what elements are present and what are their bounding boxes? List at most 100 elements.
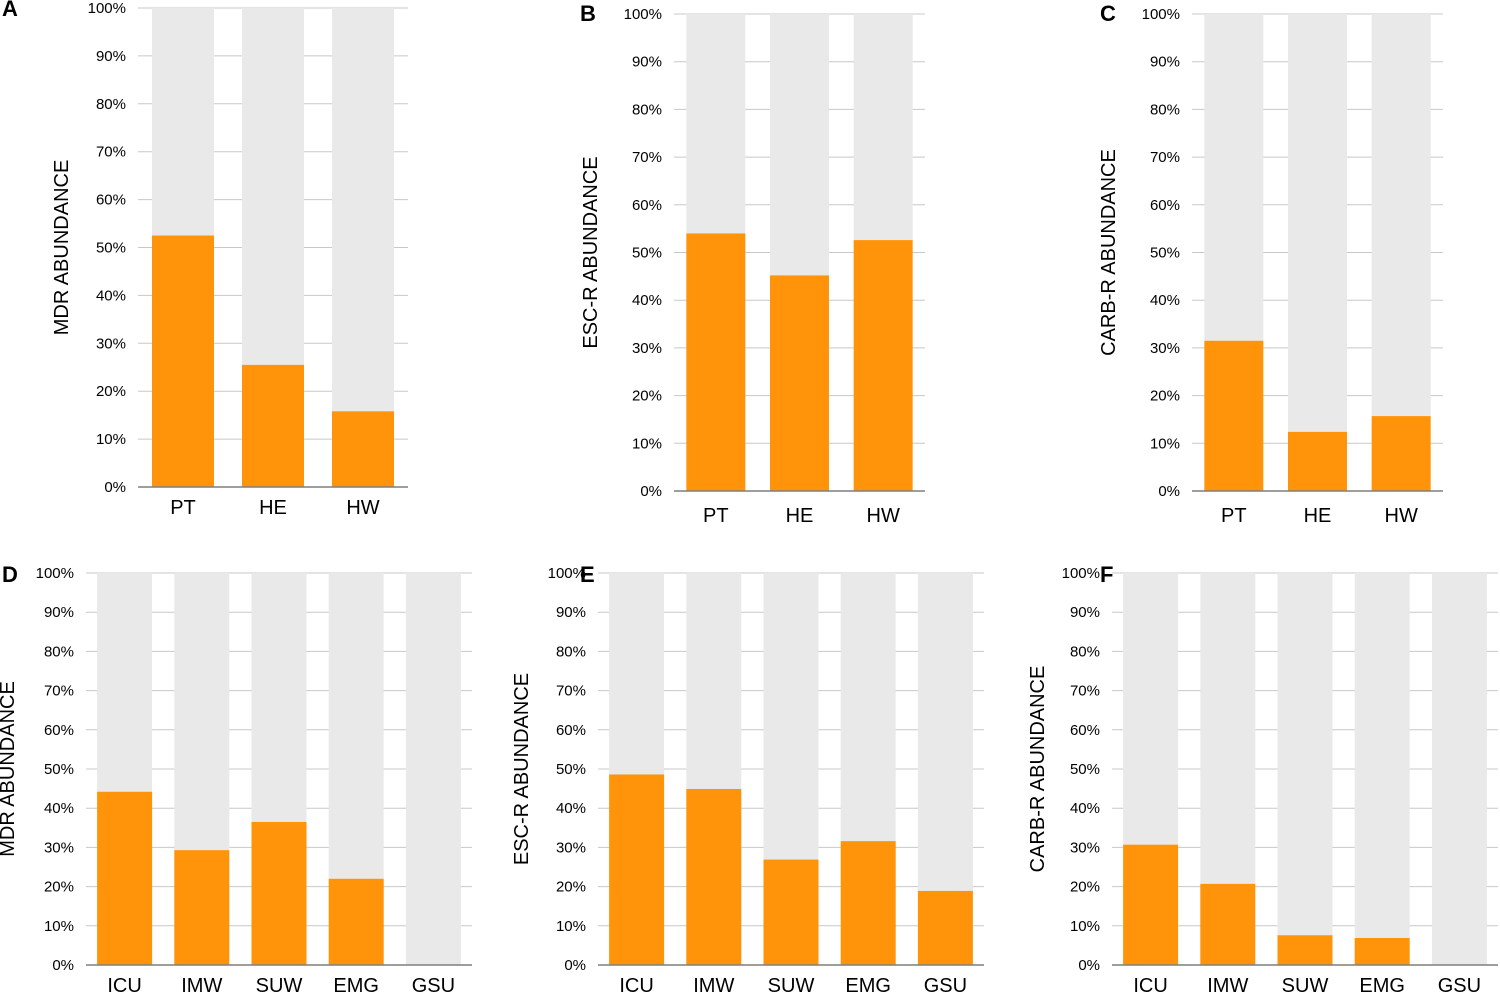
y-tick-label: 50%	[44, 761, 74, 778]
y-tick-label: 100%	[36, 565, 74, 582]
y-tick-label: 0%	[1078, 957, 1100, 974]
y-tick-label: 90%	[632, 54, 662, 71]
y-tick-label: 90%	[1150, 54, 1180, 71]
bar-remainder-icu	[1123, 573, 1179, 845]
x-tick-label: HE	[1304, 505, 1332, 527]
bar-remainder-pt	[152, 8, 214, 236]
y-axis-title: MDR ABUNDANCE	[0, 681, 19, 857]
x-tick-label: EMG	[333, 975, 379, 995]
bar-icu	[1123, 844, 1179, 965]
y-tick-label: 20%	[44, 879, 74, 896]
x-tick-label: SUW	[768, 975, 815, 995]
bar-remainder-emg	[1354, 573, 1410, 938]
bar-remainder-hw	[332, 8, 394, 412]
y-tick-label: 50%	[1150, 245, 1180, 262]
panel-letter: B	[580, 1, 596, 26]
x-tick-label: HE	[259, 497, 287, 519]
y-tick-label: 90%	[556, 604, 586, 621]
bar-remainder-suw	[251, 573, 307, 822]
y-tick-label: 10%	[632, 435, 662, 452]
bar-suw	[1277, 935, 1333, 965]
bar-hw	[853, 240, 913, 491]
y-tick-label: 0%	[640, 483, 662, 500]
bar-hw	[332, 411, 394, 487]
bar-gsu	[917, 890, 973, 965]
bar-imw	[686, 788, 742, 965]
bar-remainder-he	[242, 8, 304, 365]
bar-remainder-emg	[328, 573, 384, 879]
bar-remainder-gsu	[917, 573, 973, 891]
y-tick-label: 70%	[1150, 149, 1180, 166]
bar-remainder-imw	[174, 573, 230, 851]
bar-emg	[1354, 937, 1410, 965]
x-tick-label: GSU	[924, 975, 967, 995]
bar-remainder-he	[1288, 14, 1347, 432]
bar-remainder-pt	[686, 14, 746, 234]
bar-remainder-hw	[1371, 14, 1431, 417]
bar-remainder-suw	[763, 573, 819, 860]
y-tick-label: 30%	[1070, 839, 1100, 856]
y-tick-label: 10%	[44, 918, 74, 935]
y-tick-label: 10%	[556, 918, 586, 935]
x-tick-label: GSU	[1438, 975, 1481, 995]
bar-remainder-he	[770, 14, 829, 276]
y-tick-label: 0%	[564, 957, 586, 974]
bar-remainder-hw	[853, 14, 913, 241]
y-tick-label: 50%	[96, 240, 126, 257]
y-tick-label: 70%	[44, 683, 74, 700]
bar-imw	[1200, 883, 1256, 965]
bar-pt	[686, 233, 746, 492]
bar-remainder-gsu	[1431, 573, 1487, 965]
y-tick-label: 70%	[96, 144, 126, 161]
x-tick-label: ICU	[1133, 975, 1167, 995]
y-tick-label: 80%	[1150, 101, 1180, 118]
panel-letter: C	[1100, 1, 1116, 26]
x-tick-label: IMW	[1207, 975, 1248, 995]
x-tick-label: HW	[346, 497, 379, 519]
bar-remainder-icu	[609, 573, 665, 775]
y-tick-label: 50%	[1070, 761, 1100, 778]
x-tick-label: IMW	[693, 975, 734, 995]
x-tick-label: GSU	[412, 975, 455, 995]
bar-icu	[97, 791, 153, 965]
bar-emg	[840, 841, 896, 965]
bar-remainder-suw	[1277, 573, 1333, 936]
y-tick-label: 90%	[96, 48, 126, 65]
y-tick-label: 100%	[624, 6, 662, 23]
panel-letter: F	[1100, 562, 1113, 587]
bar-imw	[174, 850, 230, 965]
panel-letter: A	[2, 0, 18, 21]
y-tick-label: 40%	[1150, 292, 1180, 309]
y-tick-label: 40%	[556, 800, 586, 817]
y-tick-label: 50%	[632, 245, 662, 262]
x-tick-label: PT	[1221, 505, 1247, 527]
y-axis-title: CARB-R ABUNDANCE	[1027, 666, 1049, 873]
x-tick-label: PT	[170, 497, 196, 519]
y-tick-label: 100%	[88, 0, 126, 17]
y-tick-label: 80%	[1070, 643, 1100, 660]
x-tick-label: ICU	[107, 975, 141, 995]
bar-remainder-gsu	[405, 573, 461, 965]
y-tick-label: 90%	[1070, 604, 1100, 621]
x-tick-label: HE	[786, 505, 814, 527]
y-tick-label: 30%	[632, 340, 662, 357]
x-tick-label: PT	[703, 505, 729, 527]
y-tick-label: 40%	[96, 287, 126, 304]
y-tick-label: 40%	[632, 292, 662, 309]
x-tick-label: HW	[1385, 505, 1418, 527]
y-tick-label: 80%	[556, 643, 586, 660]
y-tick-label: 0%	[52, 957, 74, 974]
y-tick-label: 90%	[44, 604, 74, 621]
y-tick-label: 100%	[1142, 6, 1180, 23]
bar-pt	[1204, 340, 1264, 491]
bar-remainder-emg	[840, 573, 896, 842]
y-tick-label: 60%	[556, 722, 586, 739]
y-tick-label: 30%	[44, 839, 74, 856]
chart-panel-e: 0% 10% 20% 30% 40% 50% 60% 70% 80% 90% 100% ICU IMW S…	[511, 562, 984, 995]
bar-remainder-imw	[686, 573, 742, 789]
panel-letter: E	[580, 562, 595, 587]
x-tick-label: IMW	[181, 975, 222, 995]
y-axis-title: ESC-R ABUNDANCE	[511, 673, 533, 865]
y-tick-label: 10%	[1070, 918, 1100, 935]
chart-panel-f: 0% 10% 20% 30% 40% 50% 60% 70% 80% 90% 100% ICU IMW S…	[1027, 562, 1498, 995]
